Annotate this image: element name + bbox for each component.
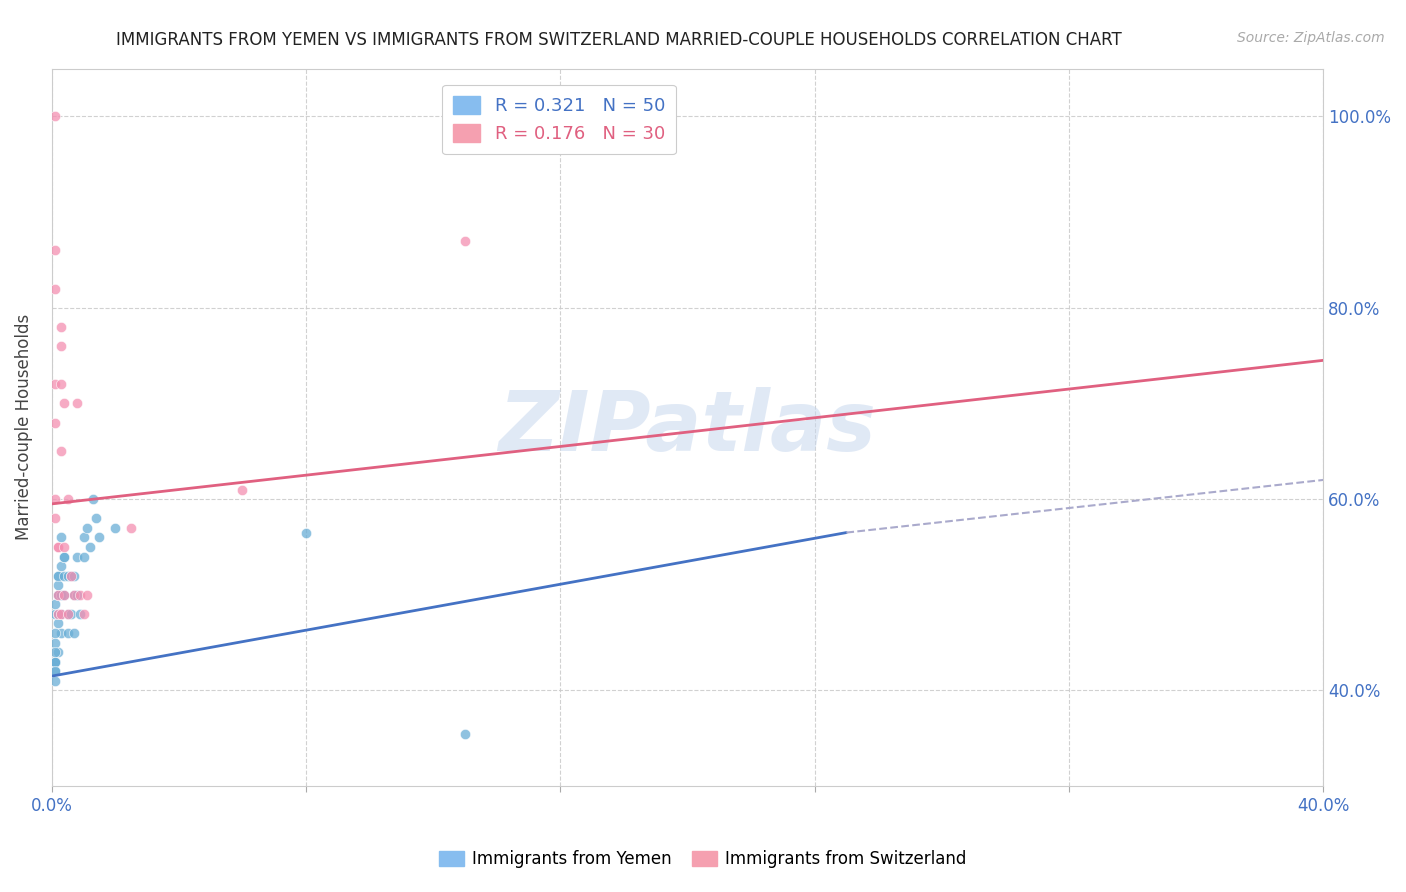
Point	[51, 319, 73, 334]
Point	[59, 568, 82, 582]
Point	[44, 416, 66, 430]
Text: IMMIGRANTS FROM YEMEN VS IMMIGRANTS FROM SWITZERLAND MARRIED-COUPLE HOUSEHOLDS C: IMMIGRANTS FROM YEMEN VS IMMIGRANTS FROM…	[115, 31, 1122, 49]
Point	[46, 540, 69, 554]
Point	[84, 511, 107, 525]
Point	[82, 492, 104, 507]
Point	[79, 540, 101, 554]
Point	[44, 244, 66, 258]
Point	[56, 492, 79, 507]
Point	[44, 665, 66, 679]
Point	[56, 607, 79, 621]
Point	[46, 588, 69, 602]
Point	[46, 568, 69, 582]
Point	[46, 607, 69, 621]
Point	[69, 607, 91, 621]
Point	[59, 568, 82, 582]
Point	[53, 540, 76, 554]
Point	[44, 655, 66, 669]
Point	[454, 234, 477, 248]
Point	[44, 282, 66, 296]
Y-axis label: Married-couple Households: Married-couple Households	[15, 314, 32, 541]
Point	[44, 511, 66, 525]
Point	[231, 483, 253, 497]
Point	[53, 549, 76, 564]
Point	[72, 607, 94, 621]
Point	[51, 530, 73, 544]
Point	[44, 492, 66, 507]
Point	[56, 607, 79, 621]
Point	[46, 588, 69, 602]
Legend: Immigrants from Yemen, Immigrants from Switzerland: Immigrants from Yemen, Immigrants from S…	[433, 844, 973, 875]
Point	[53, 588, 76, 602]
Point	[51, 444, 73, 458]
Point	[72, 530, 94, 544]
Point	[51, 588, 73, 602]
Point	[63, 588, 86, 602]
Point	[44, 635, 66, 649]
Point	[66, 549, 89, 564]
Point	[53, 396, 76, 410]
Text: ZIPatlas: ZIPatlas	[499, 387, 876, 467]
Point	[76, 588, 98, 602]
Point	[44, 645, 66, 659]
Point	[120, 521, 142, 535]
Point	[63, 588, 86, 602]
Point	[53, 549, 76, 564]
Point	[51, 607, 73, 621]
Point	[51, 607, 73, 621]
Point	[44, 626, 66, 640]
Point	[63, 568, 86, 582]
Point	[44, 607, 66, 621]
Point	[53, 568, 76, 582]
Point	[46, 616, 69, 631]
Point	[56, 626, 79, 640]
Point	[454, 726, 477, 740]
Point	[46, 588, 69, 602]
Text: Source: ZipAtlas.com: Source: ZipAtlas.com	[1237, 31, 1385, 45]
Point	[89, 530, 111, 544]
Point	[51, 339, 73, 353]
Point	[51, 559, 73, 574]
Point	[51, 588, 73, 602]
Point	[56, 568, 79, 582]
Point	[63, 626, 86, 640]
Point	[51, 626, 73, 640]
Point	[46, 645, 69, 659]
Point	[51, 377, 73, 392]
Point	[46, 568, 69, 582]
Point	[44, 673, 66, 688]
Legend: R = 0.321   N = 50, R = 0.176   N = 30: R = 0.321 N = 50, R = 0.176 N = 30	[443, 85, 676, 154]
Point	[44, 377, 66, 392]
Point	[44, 109, 66, 123]
Point	[295, 525, 318, 540]
Point	[76, 521, 98, 535]
Point	[59, 607, 82, 621]
Point	[66, 588, 89, 602]
Point	[44, 665, 66, 679]
Point	[44, 655, 66, 669]
Point	[46, 540, 69, 554]
Point	[46, 578, 69, 592]
Point	[104, 521, 127, 535]
Point	[66, 396, 89, 410]
Point	[44, 598, 66, 612]
Point	[69, 588, 91, 602]
Point	[46, 607, 69, 621]
Point	[53, 588, 76, 602]
Point	[72, 549, 94, 564]
Point	[44, 655, 66, 669]
